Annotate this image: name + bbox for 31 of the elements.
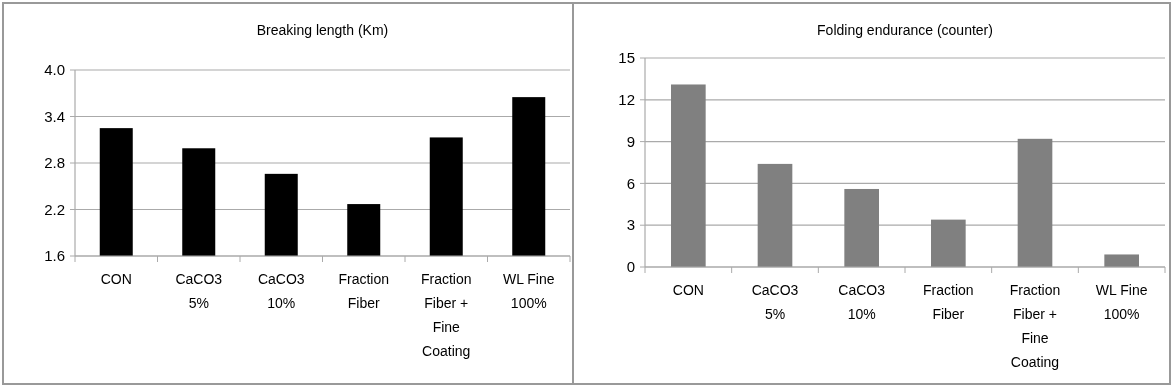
x-tick-label: Fraction Fiber (923, 282, 974, 322)
x-tick-label: CON (672, 282, 704, 298)
x-tick-label: CaCO3 5% (751, 282, 799, 322)
bar (757, 163, 793, 267)
x-tick-label: Fraction Fiber + Fine Coating (420, 271, 472, 359)
bar (671, 84, 706, 267)
x-tick-label: CaCO3 5% (175, 271, 223, 311)
y-tick-label: 0 (626, 258, 635, 276)
y-tick-label: 12 (618, 91, 635, 109)
x-tick-label: Fraction Fiber (338, 271, 390, 311)
y-tick-label: 15 (618, 49, 635, 67)
x-tick-label: CaCO3 10% (257, 271, 305, 311)
bar (1017, 138, 1053, 267)
x-tick-label: WL Fine 100% (1095, 282, 1148, 322)
y-tick-label: 6 (626, 174, 635, 192)
y-tick-label: 3.4 (44, 107, 65, 125)
y-tick-label: 9 (626, 132, 635, 150)
x-tick-label: CON (100, 271, 132, 287)
y-tick-label: 2.8 (44, 154, 65, 172)
chart-title: Folding endurance (counter) (817, 22, 993, 38)
y-tick-label: 4.0 (44, 61, 65, 79)
x-tick-label: Fraction Fiber + Fine Coating (1009, 282, 1061, 370)
bar (931, 219, 966, 267)
bar (1104, 254, 1139, 267)
y-tick-label: 3 (626, 216, 635, 234)
bar (844, 188, 879, 267)
chart-title: Breaking length (Km) (256, 22, 389, 38)
x-tick-label: CaCO3 10% (838, 282, 886, 322)
y-tick-label: 1.6 (44, 247, 65, 265)
y-tick-label: 2.2 (44, 200, 65, 218)
x-tick-label: WL Fine 100% (502, 271, 555, 311)
